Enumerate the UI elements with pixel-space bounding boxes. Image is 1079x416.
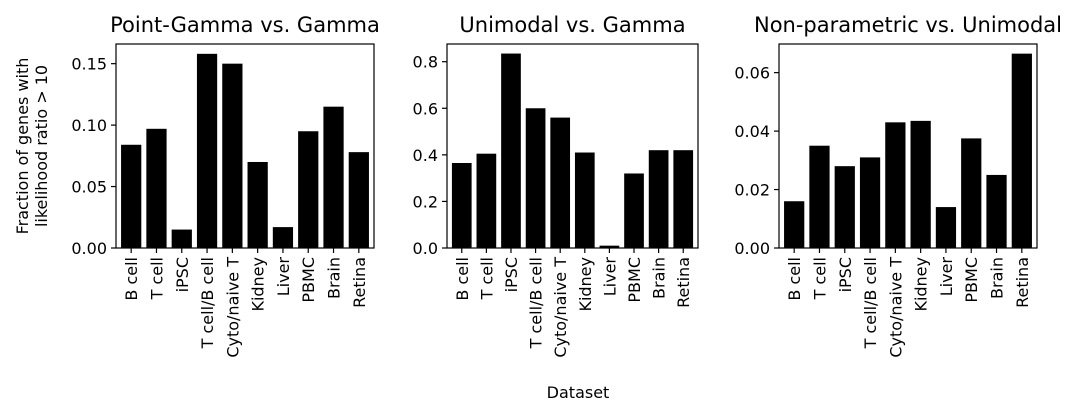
x-tick-label: iPSC: [173, 257, 192, 292]
x-tick-label: Cyto/naive T: [223, 257, 242, 358]
x-tick-label: T cell: [810, 257, 829, 300]
bar-2: [476, 153, 497, 248]
chart-panel-1: Point-Gamma vs. Gamma 0.00 0.05 0.10 0.15 B c…: [71, 13, 379, 358]
bar-2: [146, 128, 167, 248]
y-tick-label: 0.8: [413, 53, 438, 72]
bar-7: [935, 207, 957, 248]
x-tick-label: B cell: [453, 257, 472, 301]
x-tick-label: PBMC: [625, 257, 644, 303]
y-axis-label-line1: Fraction of genes with: [13, 58, 32, 235]
x-tick-label: iPSC: [502, 257, 521, 292]
plot-frame: [115, 43, 375, 249]
x-tick-label: Kidney: [249, 257, 268, 312]
bar-6: [247, 161, 268, 248]
bar-9: [323, 106, 344, 248]
y-tick-label: 0.05: [71, 178, 107, 197]
bar-4: [859, 157, 881, 248]
bar-3: [501, 53, 521, 248]
y-tick-label: 0.04: [734, 122, 770, 141]
x-tick-label: T cell: [477, 257, 496, 300]
y-axis-label-line2: likelihood ratio > 10: [32, 65, 51, 227]
y-tick-label: 0.06: [734, 64, 770, 83]
bar-5: [550, 117, 571, 248]
x-tick-label: Liver: [937, 257, 956, 297]
chart-title: Unimodal vs. Gamma: [459, 13, 685, 37]
bar-9: [648, 150, 669, 248]
x-tick-label: B cell: [122, 257, 141, 301]
y-tick-label: 0.2: [413, 192, 438, 211]
x-tick-label: Brain: [325, 257, 344, 299]
bar-3: [171, 229, 192, 248]
bar-5: [222, 63, 243, 248]
x-tick-label: T cell/B cell: [527, 257, 546, 349]
bar-5: [885, 122, 906, 248]
bar-2: [809, 145, 830, 248]
x-tick-label: Kidney: [576, 257, 595, 312]
x-tick-label: T cell/B cell: [861, 257, 880, 349]
bar-8: [961, 138, 982, 248]
bar-6: [574, 152, 595, 248]
x-tick-label: Retina: [1013, 257, 1032, 308]
x-tick-label: Kidney: [912, 257, 931, 312]
chart-panels: Point-Gamma vs. Gamma 0.00 0.05 0.10 0.15 B c…: [71, 13, 1062, 358]
bar-10: [673, 150, 694, 248]
x-tick-label: Cyto/naive T: [886, 257, 905, 358]
bar-9: [986, 174, 1007, 248]
x-tick-label: T cell/B cell: [198, 257, 217, 349]
x-tick-label: Brain: [650, 257, 669, 299]
chart-title: Point-Gamma vs. Gamma: [110, 13, 380, 37]
bar-1: [451, 163, 472, 248]
x-axis-label: Dataset: [547, 383, 610, 402]
chart-panel-2: Unimodal vs. Gamma 0.0 0.2 0.4 0.6 0.8 B cell T…: [413, 13, 699, 358]
chart-title: Non-parametric vs. Unimodal: [754, 13, 1062, 37]
x-tick-label: PBMC: [962, 257, 981, 303]
x-tick-label: Retina: [350, 257, 369, 308]
chart-panel-3: Non-parametric vs. Unimodal 0.00 0.02 0.04 0…: [734, 13, 1062, 358]
bar-4: [525, 108, 546, 249]
y-tick-label: 0.4: [413, 146, 438, 165]
x-tick-label: B cell: [785, 257, 804, 301]
bar-8: [624, 173, 644, 248]
x-tick-label: iPSC: [836, 257, 855, 292]
y-tick-label: 0.15: [71, 55, 107, 74]
x-tick-label: T cell: [147, 257, 166, 300]
x-tick-label: Liver: [600, 257, 619, 297]
x-tick-label: Liver: [274, 257, 293, 297]
plot-frame: [778, 43, 1038, 249]
x-tick-label: Retina: [674, 257, 693, 308]
plot-frame: [446, 43, 699, 249]
x-tick-label: Brain: [988, 257, 1007, 299]
y-tick-label: 0.00: [71, 239, 107, 258]
bar-1: [784, 201, 805, 248]
bar-1: [121, 144, 142, 248]
bar-7: [272, 227, 294, 248]
y-tick-label: 0.10: [71, 116, 107, 135]
y-tick-label: 0.02: [734, 181, 770, 200]
bar-8: [298, 131, 319, 248]
y-tick-label: 0.00: [734, 239, 770, 258]
bar-3: [834, 166, 855, 248]
y-tick-label: 0.6: [413, 99, 438, 118]
x-tick-label: PBMC: [299, 257, 318, 303]
bar-10: [348, 152, 369, 248]
x-tick-label: Cyto/naive T: [551, 257, 570, 358]
y-tick-label: 0.0: [413, 239, 438, 258]
bar-6: [910, 120, 931, 248]
bar-10: [1011, 53, 1032, 248]
bar-7: [599, 245, 620, 248]
bar-4: [196, 53, 218, 248]
